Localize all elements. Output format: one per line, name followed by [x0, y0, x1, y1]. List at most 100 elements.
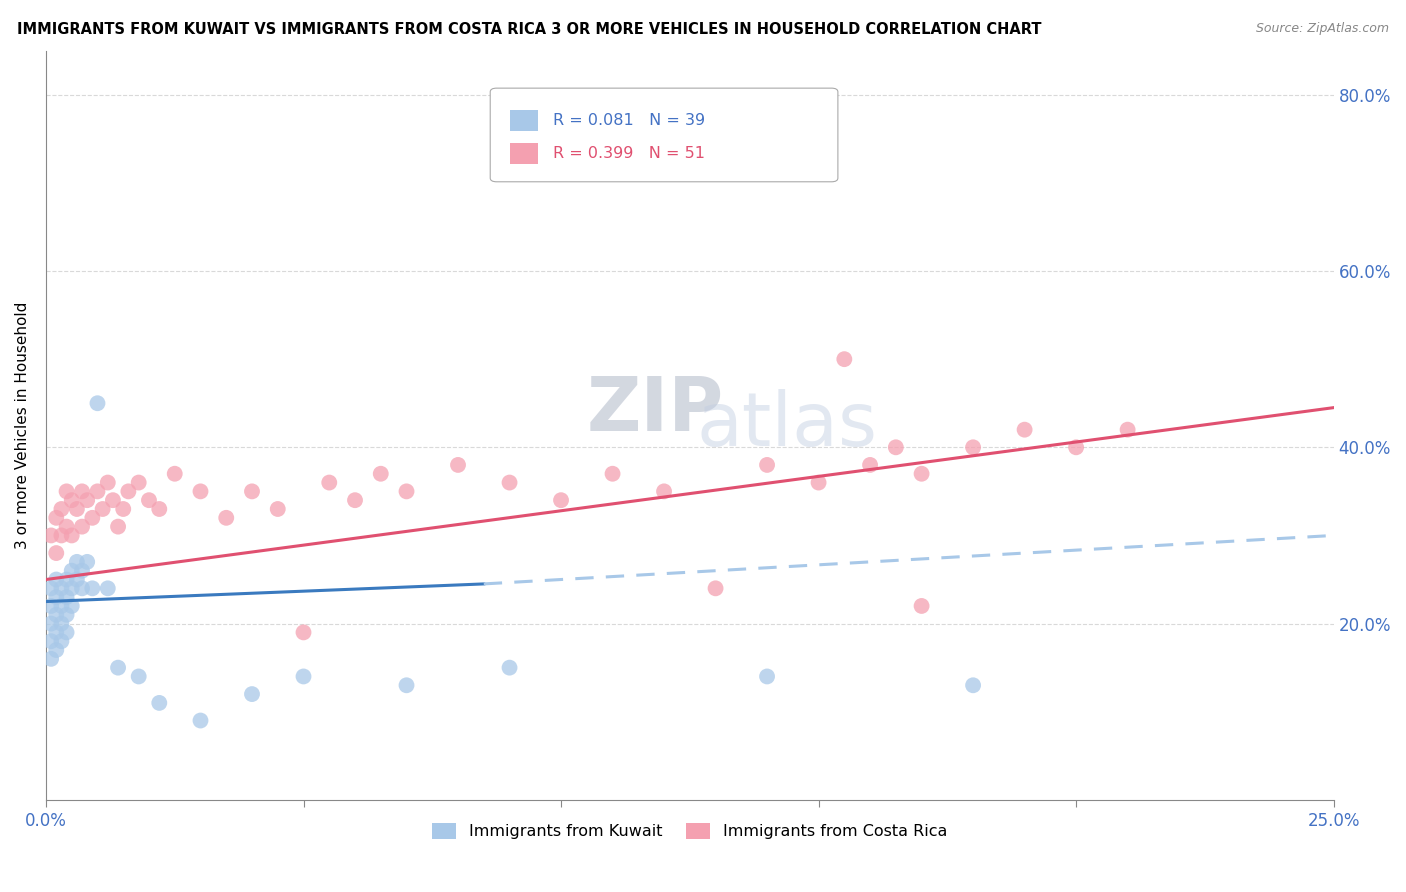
Point [82, 511, 104, 525]
Point [60, 528, 83, 542]
Point [267, 502, 290, 516]
Point [60, 493, 83, 508]
Point [97, 475, 120, 490]
Point [45, 573, 67, 587]
Point [128, 669, 150, 683]
Text: Source: ZipAtlas.com: Source: ZipAtlas.com [1256, 22, 1389, 36]
Point [112, 502, 135, 516]
Point [910, 467, 932, 481]
Point [292, 669, 315, 683]
Point [82, 582, 104, 596]
Point [370, 467, 392, 481]
Text: atlas: atlas [696, 389, 877, 462]
Point [91, 502, 114, 516]
FancyBboxPatch shape [509, 143, 538, 164]
Point [1064, 440, 1087, 454]
Point [51, 616, 73, 631]
Point [51, 599, 73, 613]
Point [962, 440, 984, 454]
Point [60, 564, 83, 578]
Point [60, 599, 83, 613]
Point [910, 599, 932, 613]
Point [704, 582, 727, 596]
Point [107, 519, 129, 533]
Point [138, 493, 160, 508]
Point [101, 493, 124, 508]
Point [215, 511, 238, 525]
Point [343, 493, 366, 508]
Point [70, 519, 93, 533]
Point [107, 660, 129, 674]
Point [45, 607, 67, 622]
Point [962, 678, 984, 692]
Point [60, 582, 83, 596]
Point [498, 475, 520, 490]
Point [148, 696, 170, 710]
Point [318, 475, 340, 490]
Point [86, 484, 108, 499]
Point [834, 352, 856, 367]
Point [66, 555, 89, 569]
Point [498, 660, 520, 674]
Point [1116, 423, 1139, 437]
Point [550, 493, 572, 508]
Point [39, 599, 62, 613]
Point [97, 582, 120, 596]
Text: ZIP: ZIP [586, 374, 724, 447]
Point [55, 625, 77, 640]
Point [76, 555, 98, 569]
Point [39, 652, 62, 666]
Point [86, 396, 108, 410]
Legend: Immigrants from Kuwait, Immigrants from Costa Rica: Immigrants from Kuwait, Immigrants from … [426, 816, 953, 846]
Point [395, 484, 418, 499]
FancyBboxPatch shape [509, 110, 538, 131]
Point [39, 528, 62, 542]
Point [240, 484, 263, 499]
Point [70, 484, 93, 499]
Point [51, 528, 73, 542]
Point [45, 590, 67, 604]
Point [39, 582, 62, 596]
Point [45, 511, 67, 525]
Point [55, 519, 77, 533]
Point [55, 484, 77, 499]
Text: IMMIGRANTS FROM KUWAIT VS IMMIGRANTS FROM COSTA RICA 3 OR MORE VEHICLES IN HOUSE: IMMIGRANTS FROM KUWAIT VS IMMIGRANTS FRO… [17, 22, 1042, 37]
Point [45, 625, 67, 640]
Point [51, 502, 73, 516]
Point [76, 493, 98, 508]
Point [190, 484, 212, 499]
Point [51, 582, 73, 596]
Point [55, 590, 77, 604]
Point [39, 616, 62, 631]
Point [292, 625, 315, 640]
Point [1014, 423, 1036, 437]
Point [602, 467, 624, 481]
Point [70, 564, 93, 578]
Point [55, 607, 77, 622]
Point [163, 467, 186, 481]
Point [447, 458, 470, 472]
Point [45, 546, 67, 560]
Text: R = 0.081   N = 39: R = 0.081 N = 39 [554, 113, 706, 128]
FancyBboxPatch shape [491, 88, 838, 182]
Point [240, 687, 263, 701]
Point [70, 582, 93, 596]
Point [807, 475, 830, 490]
Point [148, 502, 170, 516]
Point [66, 502, 89, 516]
Point [45, 643, 67, 657]
Point [128, 475, 150, 490]
Point [756, 669, 779, 683]
Point [756, 458, 779, 472]
Point [395, 678, 418, 692]
Text: R = 0.399   N = 51: R = 0.399 N = 51 [554, 145, 706, 161]
Y-axis label: 3 or more Vehicles in Household: 3 or more Vehicles in Household [15, 301, 30, 549]
Point [51, 634, 73, 648]
Point [884, 440, 907, 454]
Point [39, 634, 62, 648]
Point [55, 573, 77, 587]
Point [117, 484, 139, 499]
Point [652, 484, 675, 499]
Point [66, 573, 89, 587]
Point [859, 458, 882, 472]
